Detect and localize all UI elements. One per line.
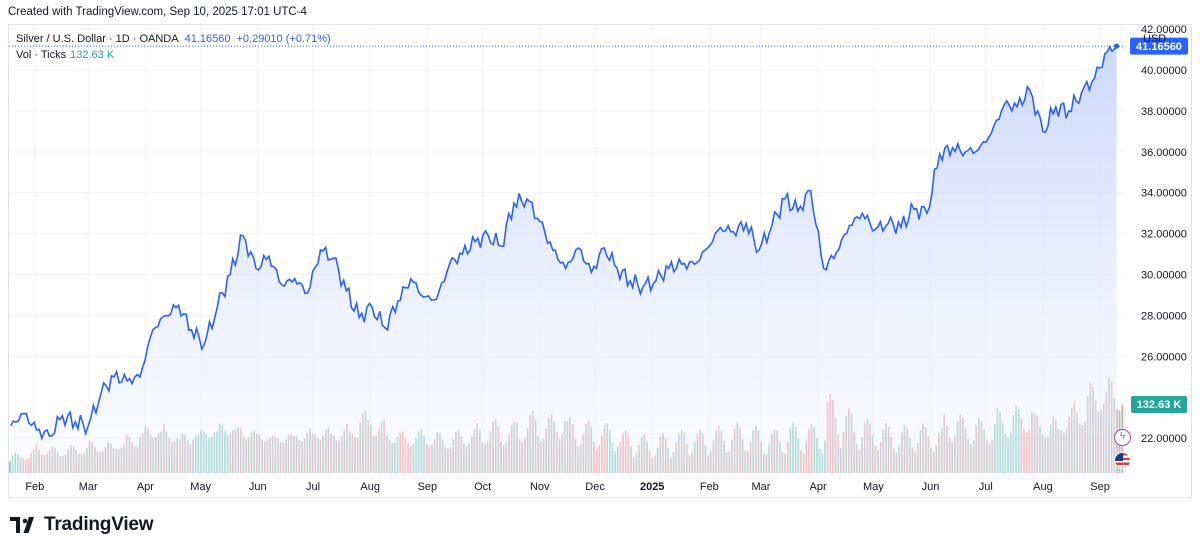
last-price-dot: [1114, 43, 1120, 49]
last-price-tag: 41.16560: [1130, 37, 1188, 55]
y-tick-label: 42.00000: [1141, 24, 1187, 36]
y-tick-label: 40.00000: [1141, 65, 1187, 77]
price-area: [10, 46, 1117, 473]
legend-volume-row: Vol · Ticks 132.63 K: [16, 47, 331, 63]
chart-frame: [8, 24, 1192, 498]
x-tick-label: Jul: [306, 481, 320, 493]
x-tick-label: Feb: [700, 481, 719, 493]
lightning-icon[interactable]: ϟ: [1114, 429, 1131, 446]
y-axis[interactable]: 22.00000 26.00000 28.00000 30.00000 32.00000…: [1141, 24, 1187, 445]
x-tick-label: Apr: [810, 481, 827, 493]
y-tick-label: 38.00000: [1141, 106, 1187, 118]
last-volume-tag-text: 132.63 K: [1137, 399, 1182, 411]
chart-legend: Silver / U.S. Dollar · 1D · OANDA 41.1656…: [16, 31, 331, 63]
x-tick-label: Feb: [25, 481, 44, 493]
y-tick-label: 26.00000: [1141, 351, 1187, 363]
x-tick-label: Jun: [922, 481, 940, 493]
y-tick-label: 22.00000: [1141, 433, 1187, 445]
x-tick-label: Oct: [474, 481, 491, 493]
x-tick-label: Sep: [418, 481, 438, 493]
x-tick-label: May: [190, 481, 211, 493]
x-tick-label: Apr: [137, 481, 154, 493]
y-tick-label: 32.00000: [1141, 229, 1187, 241]
x-tick-label: Nov: [530, 481, 550, 493]
y-tick-label: 30.00000: [1141, 270, 1187, 282]
last-price-value: 41.16560: [184, 33, 231, 45]
volume-label[interactable]: Vol · Ticks: [16, 49, 67, 61]
y-tick-label: 34.00000: [1141, 188, 1187, 200]
x-axis[interactable]: Feb Mar Apr May Jun Jul Aug Sep Oct Nov Dec 2025 Feb…: [25, 481, 1110, 493]
tradingview-brand[interactable]: TradingView: [10, 512, 154, 538]
tradingview-logo-icon: [10, 517, 34, 533]
x-tick-label: Aug: [1033, 481, 1053, 493]
x-tick-label: Sep: [1090, 481, 1110, 493]
last-volume-tag: 132.63 K: [1131, 396, 1187, 413]
last-price-tag-bg: [1130, 37, 1188, 55]
y-tick-label: 36.00000: [1141, 147, 1187, 159]
last-price-tag-text: 41.16560: [1136, 41, 1182, 53]
legend-symbol-row: Silver / U.S. Dollar · 1D · OANDA 41.1656…: [16, 31, 331, 47]
created-with-text: Created with TradingView.com, Sep 10, 20…: [8, 6, 307, 18]
x-tick-label: Jun: [249, 481, 267, 493]
currency-label[interactable]: USD: [1143, 33, 1167, 45]
symbol-title[interactable]: Silver / U.S. Dollar · 1D · OANDA: [16, 33, 179, 45]
price-line: [10, 44, 1118, 441]
volume-bar: [9, 461, 11, 473]
x-tick-label: Jul: [979, 481, 993, 493]
us-flag-icon[interactable]: [1114, 452, 1131, 469]
x-tick-label: 2025: [640, 481, 664, 493]
last-volume-tag-bg: [1131, 396, 1187, 413]
x-tick-label: Mar: [751, 481, 770, 493]
x-tick-label: Aug: [360, 481, 380, 493]
brand-name: TradingView: [44, 514, 154, 535]
y-tick-label: 28.00000: [1141, 310, 1187, 322]
price-change-value: +0.29010 (+0.71%): [236, 33, 331, 45]
x-tick-label: May: [863, 481, 884, 493]
x-tick-label: Mar: [79, 481, 98, 493]
x-tick-label: Dec: [585, 481, 605, 493]
volume-value: 132.63 K: [70, 49, 115, 61]
